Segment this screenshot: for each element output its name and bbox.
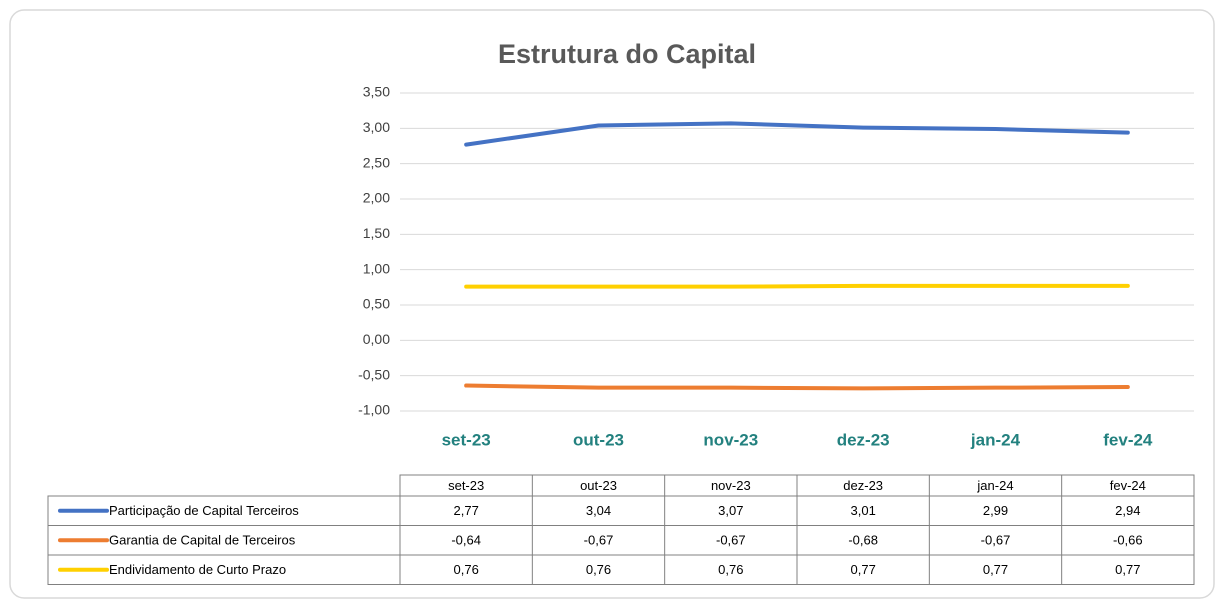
table-cell: 0,76 bbox=[454, 562, 479, 577]
table-header-cell: fev-24 bbox=[1110, 478, 1146, 493]
y-tick-label: 2,00 bbox=[363, 190, 390, 206]
table-cell: 2,94 bbox=[1115, 503, 1140, 518]
x-tick-label: set-23 bbox=[442, 430, 491, 449]
y-tick-label: -0,50 bbox=[358, 366, 390, 382]
table-header-cell: nov-23 bbox=[711, 478, 751, 493]
y-tick-label: 3,00 bbox=[363, 119, 390, 135]
table-cell: 2,99 bbox=[983, 503, 1008, 518]
table-cell: -0,64 bbox=[451, 533, 481, 548]
y-tick-label: 1,50 bbox=[363, 225, 390, 241]
table-cell: 0,77 bbox=[983, 562, 1008, 577]
table-cell: 3,07 bbox=[718, 503, 743, 518]
y-tick-label: -1,00 bbox=[358, 402, 390, 418]
y-tick-label: 0,00 bbox=[363, 331, 390, 347]
table-cell: 0,77 bbox=[851, 562, 876, 577]
table-cell: -0,67 bbox=[981, 533, 1011, 548]
x-tick-label: jan-24 bbox=[970, 430, 1021, 449]
table-cell: -0,68 bbox=[848, 533, 878, 548]
table-cell: 0,76 bbox=[586, 562, 611, 577]
legend-label: Garantia de Capital de Terceiros bbox=[109, 533, 296, 548]
table-header-cell: jan-24 bbox=[976, 478, 1013, 493]
series-line bbox=[464, 283, 1130, 289]
table-cell: 0,77 bbox=[1115, 562, 1140, 577]
table-cell: -0,67 bbox=[716, 533, 746, 548]
table-cell: -0,66 bbox=[1113, 533, 1143, 548]
series-line bbox=[464, 121, 1130, 147]
y-tick-label: 3,50 bbox=[363, 84, 390, 100]
x-tick-label: dez-23 bbox=[837, 430, 890, 449]
table-body-frame bbox=[47, 495, 1195, 585]
chart-card bbox=[9, 9, 1215, 599]
table-cell: 3,04 bbox=[586, 503, 611, 518]
y-tick-label: 0,50 bbox=[363, 296, 390, 312]
y-tick-label: 1,00 bbox=[363, 260, 390, 276]
table-header-cell: dez-23 bbox=[843, 478, 883, 493]
legend-label: Endividamento de Curto Prazo bbox=[109, 562, 286, 577]
table-cell: -0,67 bbox=[584, 533, 614, 548]
table-header-cell: out-23 bbox=[580, 478, 617, 493]
legend-label: Participação de Capital Terceiros bbox=[109, 503, 299, 518]
table-header-cell: set-23 bbox=[448, 478, 484, 493]
table-cell: 2,77 bbox=[454, 503, 479, 518]
series-line bbox=[464, 383, 1130, 391]
x-tick-label: out-23 bbox=[573, 430, 624, 449]
table-cell: 3,01 bbox=[851, 503, 876, 518]
chart-title: Estrutura do Capital bbox=[498, 39, 756, 69]
y-tick-label: 2,50 bbox=[363, 154, 390, 170]
x-tick-label: nov-23 bbox=[703, 430, 758, 449]
x-tick-label: fev-24 bbox=[1103, 430, 1153, 449]
table-cell: 0,76 bbox=[718, 562, 743, 577]
